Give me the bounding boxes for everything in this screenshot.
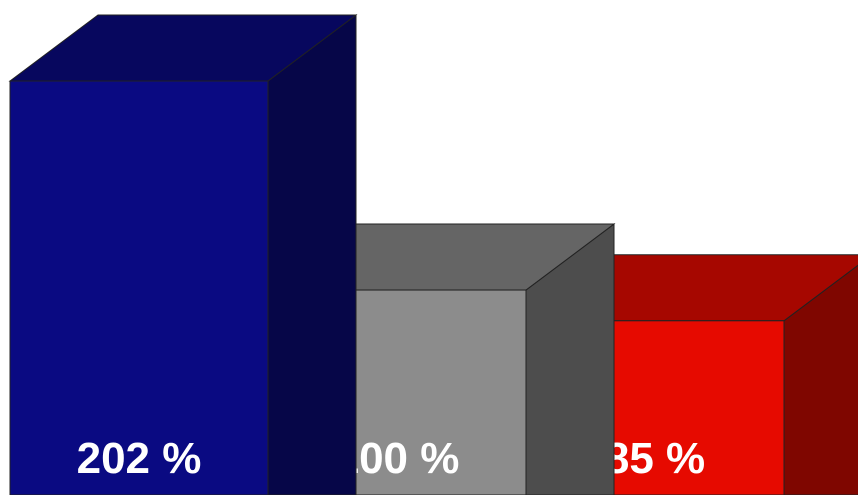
bar-1-label: 202 % xyxy=(77,434,202,483)
bar-1-front xyxy=(9,80,269,495)
bar-3-label: 85 % xyxy=(605,434,705,483)
bar-1-side xyxy=(267,14,357,495)
